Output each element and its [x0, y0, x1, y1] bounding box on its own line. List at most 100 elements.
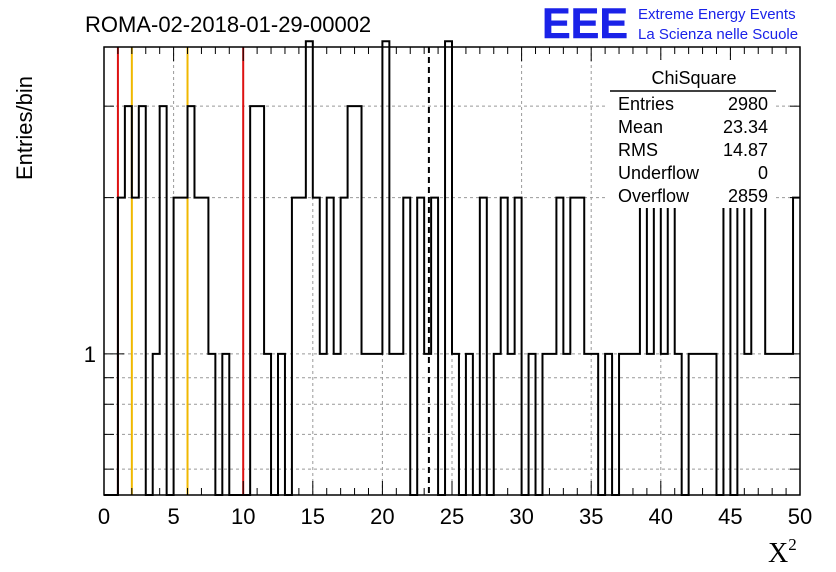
histogram-bin	[334, 354, 341, 495]
histogram-bin	[320, 354, 327, 495]
x-tick-label: 50	[788, 504, 812, 529]
histogram-bin	[494, 354, 501, 495]
histogram-bin	[529, 354, 536, 495]
histogram-bin	[591, 354, 598, 495]
logo-line-1: Extreme Energy Events	[638, 6, 796, 23]
x-tick-label: 5	[167, 504, 179, 529]
x-tick-label: 20	[370, 504, 394, 529]
y-tick-label: 1	[84, 342, 96, 367]
histogram-bin	[452, 354, 459, 495]
stats-row-label: Mean	[618, 117, 663, 137]
histogram-bin	[181, 198, 188, 495]
stats-row-value: 2859	[728, 186, 768, 206]
histogram-bin	[264, 354, 271, 495]
histogram-bin	[403, 198, 410, 495]
histogram-bin	[348, 106, 355, 495]
histogram-bin	[278, 354, 285, 495]
stats-row-value: 2980	[728, 94, 768, 114]
histogram-bin	[132, 198, 139, 495]
histogram-bin	[362, 354, 369, 495]
histogram-bin	[570, 198, 577, 495]
histogram-bin	[563, 354, 570, 495]
stats-row-value: 14.87	[723, 140, 768, 160]
stats-box-title: ChiSquare	[651, 68, 736, 88]
histogram-bin	[313, 198, 320, 495]
x-tick-label: 45	[718, 504, 742, 529]
histogram-bin	[654, 198, 661, 495]
histogram-bin	[696, 354, 703, 495]
histogram-bin	[765, 354, 772, 495]
histogram-bin	[779, 354, 786, 495]
histogram-bin	[710, 354, 717, 495]
histogram-bin	[396, 354, 403, 495]
histogram-bin	[417, 198, 424, 495]
histogram-bin	[515, 198, 522, 495]
stats-row-label: RMS	[618, 140, 658, 160]
histogram-bin	[689, 354, 696, 495]
x-tick-label: 30	[509, 504, 533, 529]
histogram-bin	[661, 354, 668, 495]
stats-row-label: Underflow	[618, 163, 700, 183]
x-tick-label: 25	[440, 504, 464, 529]
histogram-bin	[647, 354, 654, 495]
histogram-bin	[327, 198, 334, 495]
stats-box: ChiSquare Entries 2980 Mean 23.34 RMS 14.87 Un…	[608, 60, 776, 208]
histogram-bin	[501, 198, 508, 495]
stats-box-background	[608, 60, 776, 208]
histogram-bin	[424, 354, 431, 495]
histogram-bin	[668, 198, 675, 495]
histogram-bin	[431, 198, 438, 495]
histogram-bin	[619, 354, 626, 495]
histogram-bin	[793, 198, 800, 495]
x-tick-label: 0	[98, 504, 110, 529]
stats-row-label: Entries	[618, 94, 674, 114]
histogram-bin	[153, 354, 160, 495]
histogram-bin	[751, 198, 758, 495]
eee-logo: EEE Extreme Energy Events La Scienza nel…	[542, 0, 798, 48]
histogram-bin	[375, 354, 382, 495]
histogram-bin	[125, 106, 132, 495]
histogram-bin	[633, 354, 640, 495]
y-axis-label: Entries/bin	[12, 76, 37, 180]
histogram-bin	[299, 198, 306, 495]
x-tick-label: 15	[301, 504, 325, 529]
histogram-bin	[208, 354, 215, 495]
histogram-bin	[355, 106, 362, 495]
histogram-bin	[160, 106, 167, 495]
histogram-bin	[542, 354, 549, 495]
x-tick-label: 40	[649, 504, 673, 529]
logo-line-2: La Scienza nelle Scuole	[638, 26, 798, 43]
stats-row-label: Overflow	[618, 186, 690, 206]
x-axis-ticks: 0 5 10 15 20 25 30 35 40 45 50	[98, 47, 812, 529]
y-axis-ticks: 1	[84, 105, 800, 470]
histogram-bin	[556, 198, 563, 495]
histogram-bin	[703, 354, 710, 495]
histogram-bin	[445, 41, 452, 495]
histogram-bin	[758, 198, 765, 495]
histogram-bin	[466, 354, 473, 495]
histogram-bin	[772, 354, 779, 495]
stats-row-value: 0	[758, 163, 768, 183]
histogram-bin	[549, 354, 556, 495]
histogram-bin	[744, 354, 751, 495]
chart-title: ROMA-02-2018-01-29-00002	[85, 12, 371, 37]
histogram-bin	[341, 198, 348, 495]
histogram-bin	[480, 198, 487, 495]
histogram-bin	[139, 106, 146, 495]
histogram-bin	[577, 198, 584, 495]
histogram-bin	[194, 198, 201, 495]
histogram-bin	[257, 106, 264, 495]
histogram-bin	[508, 354, 515, 495]
histogram-bin	[222, 354, 229, 495]
histogram-bin	[368, 354, 375, 495]
histogram-bin	[675, 354, 682, 495]
histogram-bin	[250, 106, 257, 495]
histogram-bin	[382, 41, 389, 495]
histogram-bin	[174, 198, 181, 495]
stats-row-value: 23.34	[723, 117, 768, 137]
x-tick-label: 35	[579, 504, 603, 529]
x-axis-label: X2	[768, 535, 797, 569]
histogram-bin	[188, 106, 195, 495]
histogram-bin	[292, 198, 299, 495]
